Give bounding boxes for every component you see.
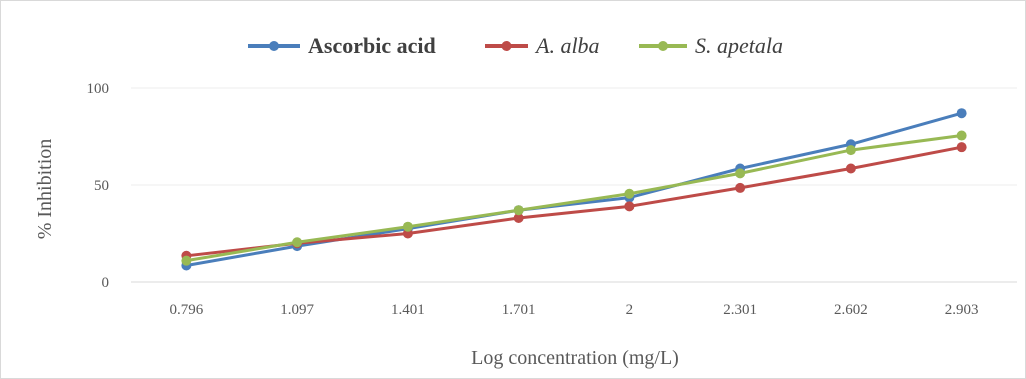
data-point [735, 182, 746, 193]
y-tick-label: 0 [102, 275, 110, 291]
x-tick-label: 1.701 [502, 302, 536, 318]
data-point [845, 163, 856, 174]
y-axis-title: % Inhibition [34, 139, 56, 240]
data-point [956, 142, 967, 153]
data-point [513, 212, 524, 223]
data-point [624, 188, 635, 199]
y-tick-label: 50 [94, 178, 109, 194]
x-tick-label: 1.401 [391, 302, 425, 318]
x-tick-label: 2 [626, 302, 634, 318]
series-line [186, 111, 963, 267]
x-tick-labels: 0.796 1.097 1.401 1.701 2 2.301 2.602 2.903 [170, 302, 979, 318]
series-lines [181, 108, 967, 271]
x-tick-label: 2.301 [723, 302, 757, 318]
x-tick-label: 2.602 [834, 302, 868, 318]
legend-marker [501, 41, 512, 51]
series-line [186, 134, 962, 263]
legend: Ascorbic acid A. alba S. apetala [248, 33, 783, 58]
data-point [845, 145, 856, 156]
data-point [402, 221, 413, 232]
data-point [292, 237, 303, 248]
legend-marker [658, 41, 668, 51]
series-s-apetala [181, 130, 967, 266]
legend-label: Ascorbic acid [308, 33, 436, 58]
data-point [513, 205, 524, 216]
legend-marker [269, 41, 279, 51]
data-point [735, 168, 746, 179]
y-tick-label: 100 [87, 81, 110, 97]
legend-label: A. alba [534, 33, 600, 58]
series-line [186, 145, 962, 258]
x-tick-label: 2.903 [945, 302, 979, 318]
data-point [956, 108, 967, 119]
data-point [624, 201, 635, 212]
legend-item: S. apetala [639, 33, 783, 58]
x-axis-title: Log concentration (mg/L) [471, 347, 679, 369]
legend-label: S. apetala [695, 33, 783, 58]
x-tick-label: 1.097 [280, 302, 314, 318]
x-tick-label: 0.796 [170, 302, 204, 318]
data-point [956, 130, 967, 141]
series-a-alba [181, 142, 967, 261]
grid-lines [131, 87, 1017, 283]
data-point [181, 255, 192, 266]
y-tick-labels: 0 50 100 [87, 81, 110, 291]
legend-item: A. alba [485, 33, 600, 58]
legend-item: Ascorbic acid [248, 33, 436, 58]
